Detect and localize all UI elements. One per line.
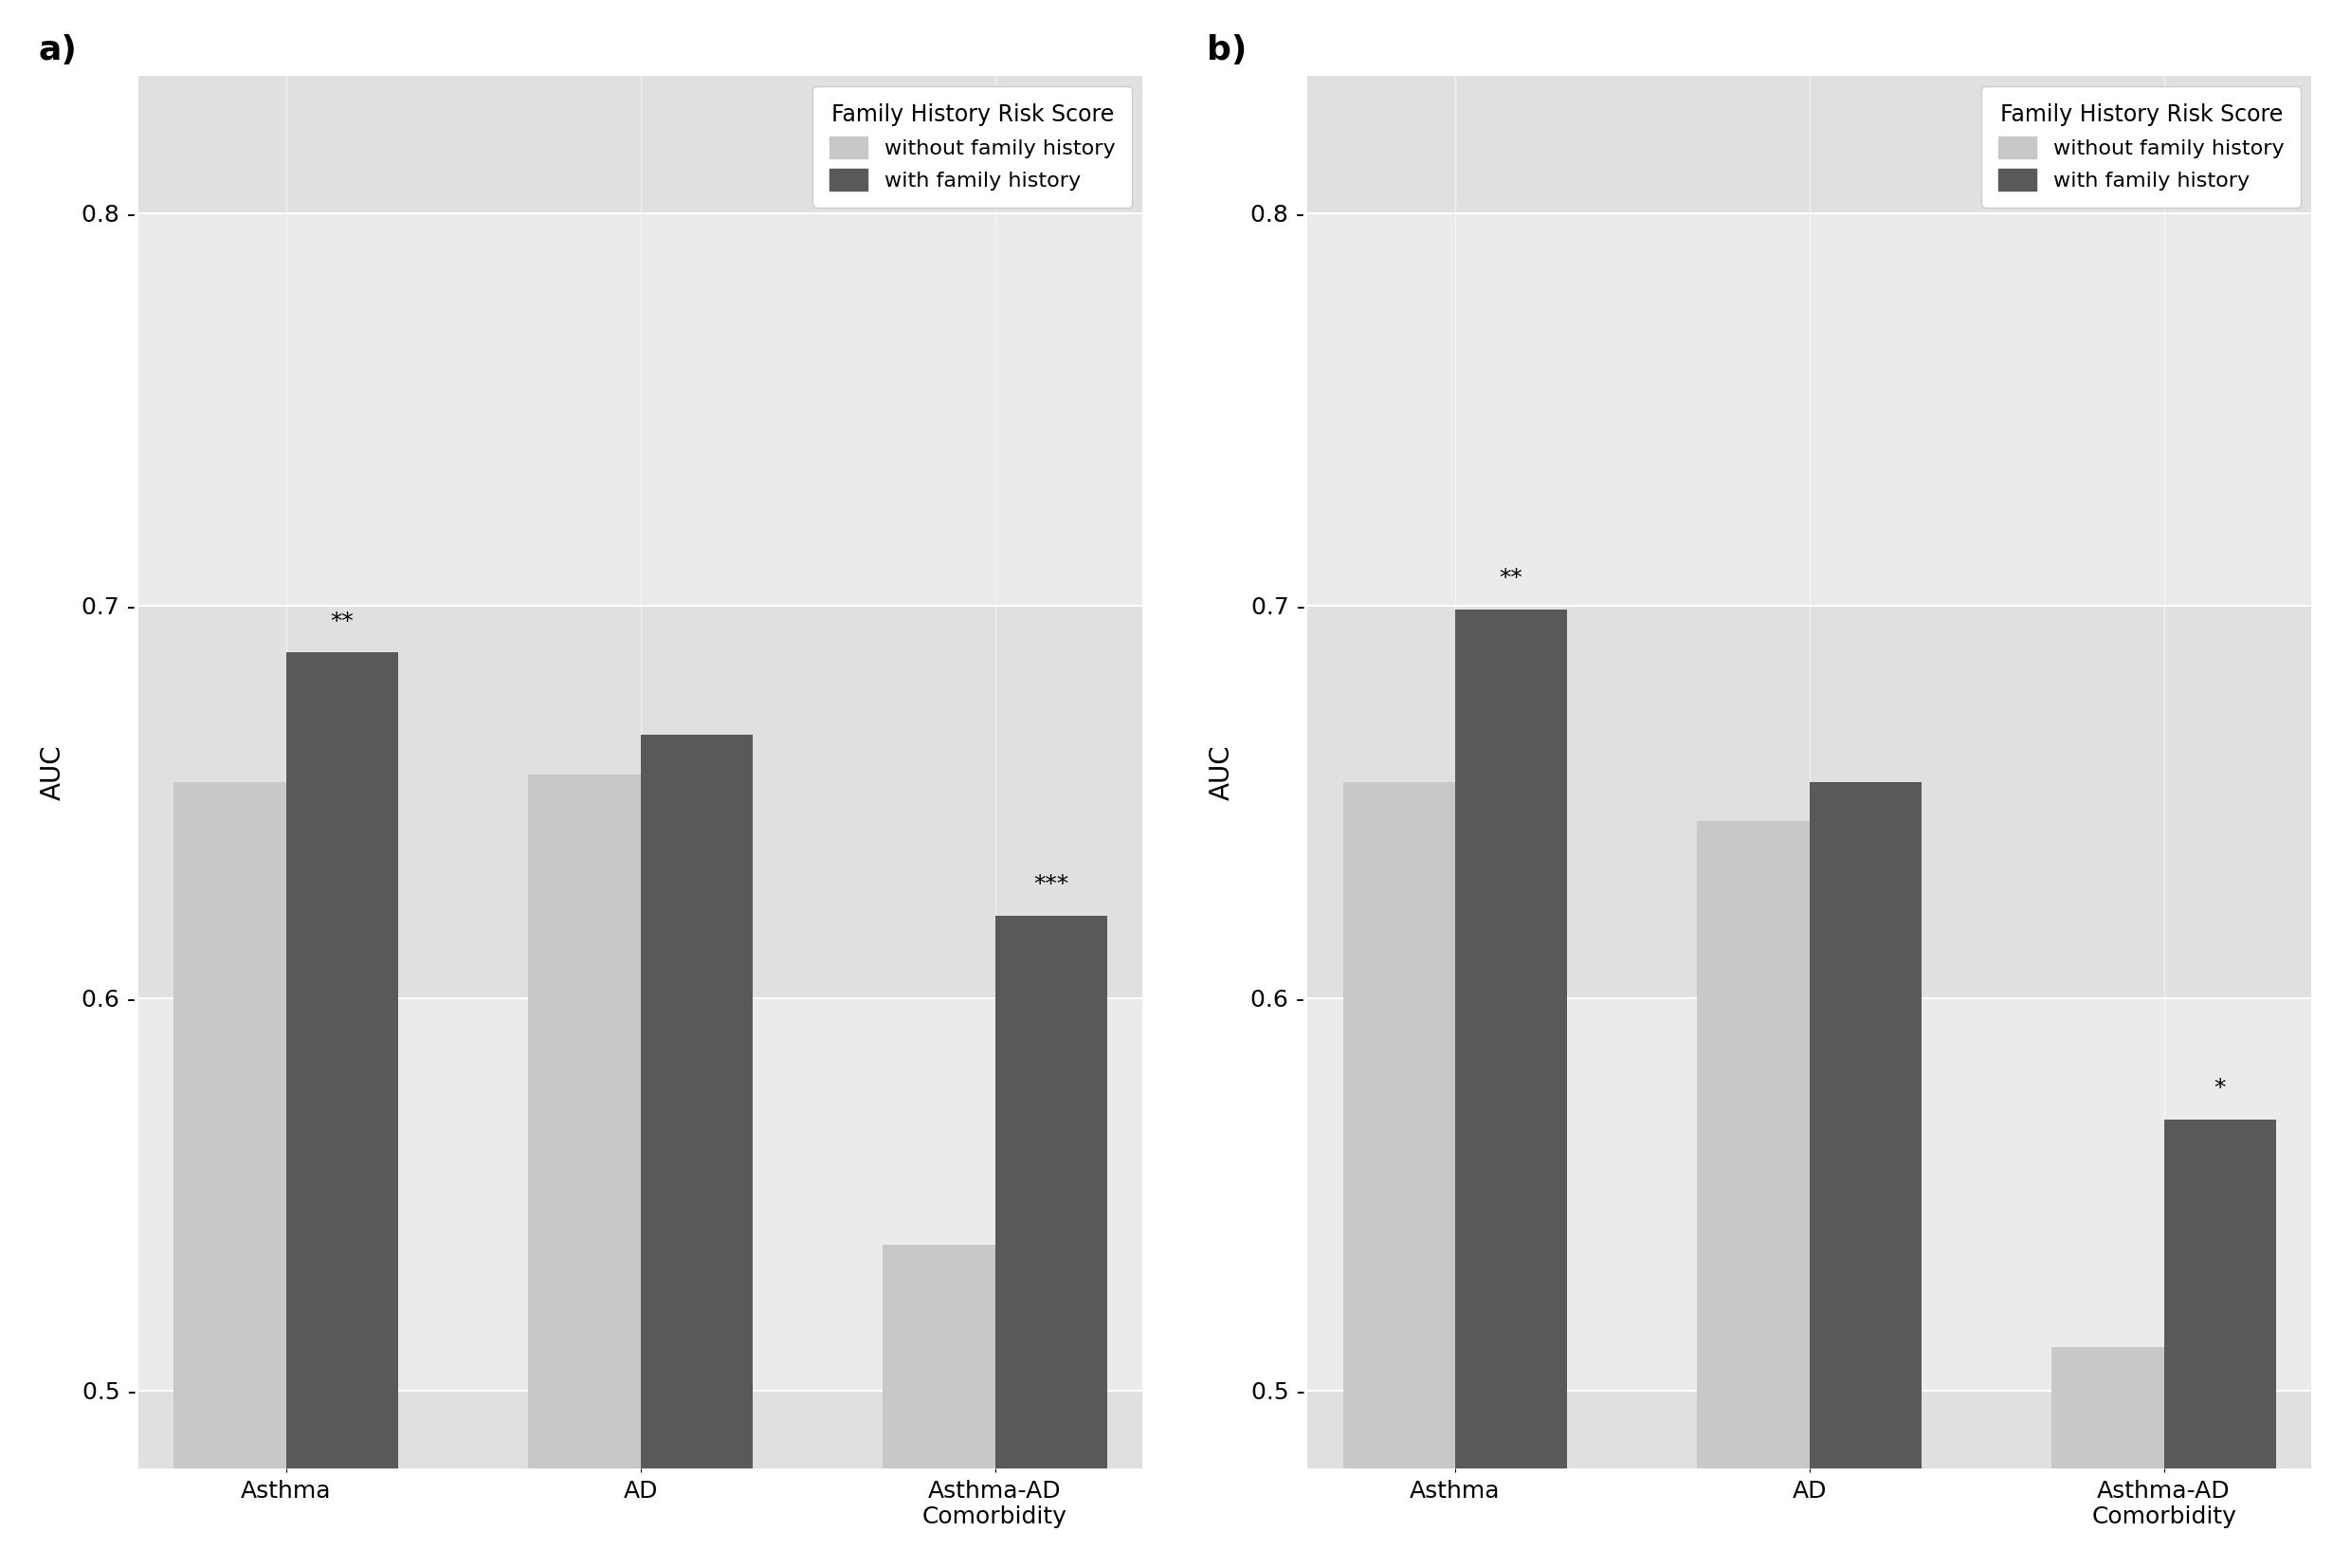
Text: *: *	[2215, 1077, 2226, 1101]
Bar	[139, 997, 1143, 1391]
Bar	[2163, 1120, 2276, 1568]
Text: **: **	[331, 610, 355, 633]
Text: ***: ***	[1034, 873, 1070, 895]
Bar	[139, 213, 1143, 605]
Bar	[1342, 782, 1455, 1568]
Bar	[174, 782, 287, 1568]
Y-axis label: AUC: AUC	[1208, 745, 1234, 800]
Bar	[1307, 997, 2311, 1391]
Bar	[2052, 1347, 2163, 1568]
Bar	[994, 916, 1107, 1568]
Bar	[1307, 605, 2311, 997]
Y-axis label: AUC: AUC	[40, 745, 66, 800]
Bar	[529, 775, 639, 1568]
Bar	[1307, 213, 2311, 605]
Text: **: **	[1500, 568, 1523, 590]
Bar	[139, 75, 1143, 213]
Bar	[1810, 782, 1921, 1568]
Text: b): b)	[1206, 34, 1246, 66]
Legend: without family history, with family history: without family history, with family hist…	[813, 86, 1133, 207]
Bar	[1307, 75, 2311, 213]
Bar	[139, 605, 1143, 997]
Bar	[882, 1245, 994, 1568]
Bar	[1455, 610, 1568, 1568]
Bar	[639, 735, 752, 1568]
Bar	[1307, 1391, 2311, 1469]
Text: a): a)	[38, 34, 78, 66]
Legend: without family history, with family history: without family history, with family hist…	[1982, 86, 2302, 207]
Bar	[139, 1391, 1143, 1469]
Bar	[287, 652, 397, 1568]
Bar	[1697, 822, 1810, 1568]
